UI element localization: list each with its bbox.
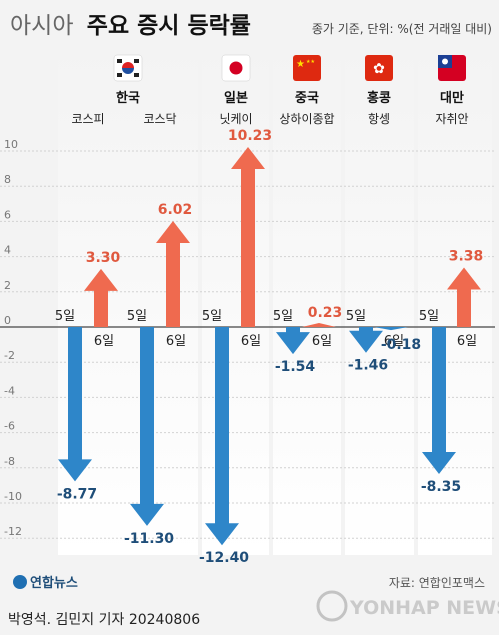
bar-5-2 (130, 327, 164, 526)
day-label: 5일 (346, 309, 366, 324)
bar-5-4 (276, 327, 310, 355)
y-tick-label: -4 (4, 384, 15, 397)
index-name: 항셍 (368, 112, 390, 126)
bar-6-1 (84, 268, 118, 327)
value-label: -12.40 (199, 550, 249, 566)
value-label: -8.77 (57, 486, 97, 502)
country-name: 대만 (440, 90, 464, 106)
bar-6-3 (231, 146, 265, 327)
y-tick-label: 0 (4, 314, 11, 327)
country-name: 한국 (116, 90, 140, 106)
day-label: 6일 (241, 334, 261, 349)
panel-2 (202, 48, 269, 555)
day-label: 6일 (166, 334, 186, 349)
bar-6-4 (302, 322, 336, 327)
title-bold: 주요 증시 등락률 (87, 13, 251, 39)
svg-text:★: ★ (296, 59, 305, 70)
value-label: 0.23 (308, 305, 343, 321)
credit-line: 박영석. 김민지 기자 20240806 (8, 612, 200, 628)
day-label: 5일 (273, 309, 293, 324)
value-label: -8.35 (421, 479, 461, 495)
value-label: 3.38 (449, 249, 484, 265)
y-tick-label: 10 (4, 138, 18, 151)
logo-icon (13, 575, 27, 589)
watermark-text: YONHAP NEWS (349, 597, 499, 619)
value-label: 6.02 (158, 202, 193, 218)
value-label: -1.46 (348, 358, 388, 374)
day-label: 6일 (94, 334, 114, 349)
bars: 5일 -8.77 6일 3.30 5일 -11.30 6일 6.02 5일 -12.40 6일 10.… (55, 128, 483, 566)
y-tick-label: -8 (4, 455, 15, 468)
day-label: 5일 (127, 309, 147, 324)
title-light: 아시아 (10, 13, 73, 39)
source-note: 자료: 연합인포맥스 (389, 576, 485, 590)
chart-title: 아시아 주요 증시 등락률 (10, 13, 251, 39)
value-label: 10.23 (228, 128, 272, 144)
panel-5 (418, 48, 492, 555)
day-label: 5일 (419, 309, 439, 324)
svg-text:★★: ★★ (306, 59, 315, 65)
yonhap-logo: 연합뉴스 (13, 575, 78, 591)
bar-5-3 (205, 327, 239, 546)
y-tick-label: 2 (4, 279, 11, 292)
korea-flag-icon (113, 54, 143, 82)
panel-4 (345, 48, 414, 555)
bar-5-6 (422, 327, 456, 474)
japan-flag-icon (221, 54, 251, 82)
index-name: 상하이종합 (279, 112, 334, 126)
china-flag-icon: ★ ★★ (293, 55, 321, 81)
country-name: 홍콩 (367, 90, 391, 106)
y-tick-label: 8 (4, 173, 11, 186)
index-name: 코스닥 (143, 112, 176, 126)
watermark-icon (316, 590, 348, 622)
country-panels (58, 48, 492, 555)
y-tick-label: -6 (4, 420, 15, 433)
chart-subtitle: 종가 기준, 단위: %(전 거래일 대비) (312, 22, 492, 36)
watermark: YONHAP NEWS (316, 590, 499, 622)
index-name: 자취안 (435, 112, 468, 126)
value-label: 3.30 (86, 250, 121, 266)
taiwan-flag-icon (438, 55, 466, 81)
value-label: -11.30 (124, 531, 174, 547)
day-label: 5일 (55, 309, 75, 324)
y-tick-label: 6 (4, 208, 11, 221)
country-name: 일본 (224, 91, 248, 106)
svg-text:✿: ✿ (373, 61, 385, 77)
y-tick-label: -10 (4, 490, 22, 503)
day-label: 6일 (457, 334, 477, 349)
y-tick-label: -12 (4, 525, 22, 538)
index-name: 닛케이 (219, 112, 252, 126)
day-label: 5일 (202, 309, 222, 324)
value-label: -1.54 (275, 359, 316, 375)
index-name: 코스피 (71, 112, 104, 126)
bar-6-2 (156, 221, 190, 327)
y-tick-label: 4 (4, 244, 11, 257)
y-tick-label: -2 (4, 349, 15, 362)
panel-3 (273, 48, 341, 555)
country-name: 중국 (295, 91, 319, 106)
y-axis: -12 -10 -8 -6 -4 -2 0 2 4 6 8 10 (4, 138, 22, 538)
value-label: -0.18 (381, 337, 421, 353)
bar-6-6 (447, 267, 481, 327)
bar-6-5 (374, 327, 408, 331)
bar-5-1 (58, 327, 92, 482)
day-label: 6일 (384, 334, 404, 349)
logo-text: 연합뉴스 (30, 575, 78, 591)
day-label: 6일 (312, 334, 332, 349)
bar-5-5 (349, 327, 383, 353)
hongkong-flag-icon: ✿ (365, 55, 393, 81)
